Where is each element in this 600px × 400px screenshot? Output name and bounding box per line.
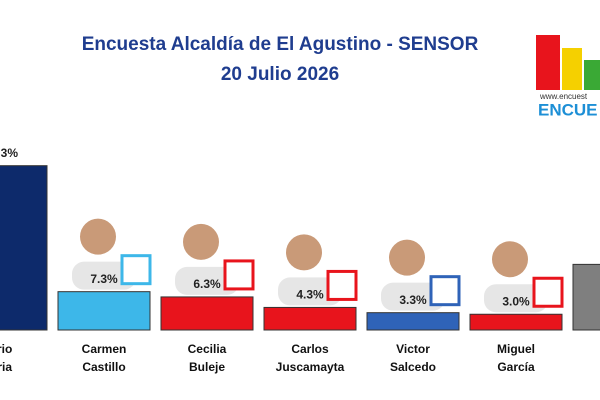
candidate-photo bbox=[175, 223, 255, 295]
x-tick-label: García bbox=[497, 360, 535, 374]
bar bbox=[469, 313, 563, 331]
logo-block bbox=[562, 48, 582, 90]
x-tick-label: orio bbox=[0, 342, 12, 356]
chart-title: Encuesta Alcaldía de El Agustino - SENSO… bbox=[82, 34, 479, 55]
photo-body bbox=[72, 261, 136, 290]
photo-head bbox=[183, 223, 219, 260]
x-tick-label: Castillo bbox=[82, 360, 125, 374]
x-tick-label: Salcedo bbox=[390, 360, 436, 374]
party-logo bbox=[120, 254, 152, 286]
photo-body bbox=[484, 284, 548, 313]
party-logo bbox=[223, 259, 255, 291]
logo-block bbox=[584, 60, 600, 90]
photo-head bbox=[492, 241, 528, 278]
logo-url: www.encuest bbox=[539, 92, 588, 101]
value-label: 7.3% bbox=[90, 272, 118, 286]
logo-block bbox=[536, 35, 560, 90]
candidate-photo bbox=[278, 234, 358, 306]
x-tick-label: Buleje bbox=[189, 360, 225, 374]
party-logo bbox=[532, 276, 564, 308]
bar bbox=[160, 296, 254, 331]
photo-body bbox=[381, 282, 445, 311]
x-tick-label: Cecilia bbox=[188, 342, 227, 356]
value-label: 6.3% bbox=[193, 277, 221, 291]
value-label: 3.0% bbox=[502, 294, 530, 308]
logo-brand: ENCUE bbox=[538, 100, 598, 119]
photo-body bbox=[278, 277, 342, 306]
bar bbox=[263, 306, 357, 331]
x-tick-label: Miguel bbox=[497, 342, 535, 356]
chart-subtitle: 20 Julio 2026 bbox=[221, 64, 339, 85]
bar bbox=[0, 165, 48, 331]
value-label: 3.3% bbox=[399, 293, 427, 307]
photo-head bbox=[80, 218, 116, 255]
candidate-photo bbox=[72, 218, 152, 290]
photo-body bbox=[175, 266, 239, 295]
x-tick-label: Carmen bbox=[82, 342, 127, 356]
bar bbox=[57, 291, 151, 331]
candidate-photo bbox=[484, 241, 564, 313]
value-label: 4.3% bbox=[296, 288, 324, 302]
x-tick-label: Juscamayta bbox=[276, 360, 345, 374]
photo-head bbox=[286, 234, 322, 271]
value-label: 31.3% bbox=[0, 146, 18, 160]
x-tick-label: oria bbox=[0, 360, 12, 374]
candidate-photo bbox=[381, 239, 461, 311]
bar bbox=[366, 312, 460, 331]
photo-head bbox=[389, 239, 425, 276]
party-logo bbox=[326, 269, 358, 301]
x-tick-label: Victor bbox=[396, 342, 430, 356]
logo: www.encuest ENCUE bbox=[536, 35, 600, 119]
party-logo bbox=[429, 275, 461, 307]
bar bbox=[572, 263, 600, 331]
x-tick-label: Carlos bbox=[291, 342, 329, 356]
